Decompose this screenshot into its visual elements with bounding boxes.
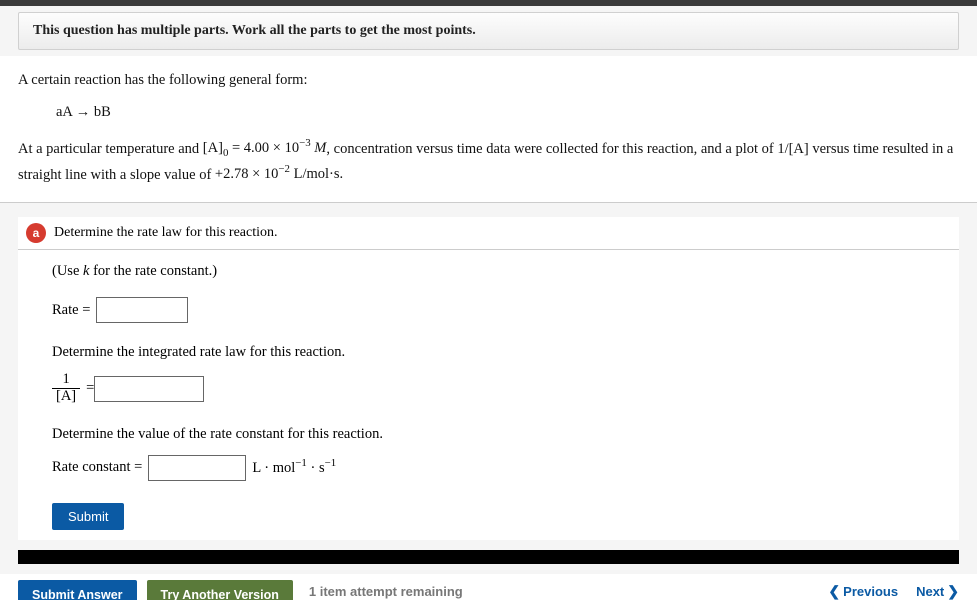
- a0-symbol: [A]0 = 4.00 × 10−3 M: [203, 140, 327, 156]
- part-a-header: a Determine the rate law for this reacti…: [18, 217, 959, 250]
- frac-num: 1: [58, 372, 73, 388]
- part-badge: a: [26, 223, 46, 243]
- rc-unit-exp2: −1: [325, 457, 337, 469]
- separator-bar: [18, 550, 959, 564]
- rate-constant-label: Rate constant =: [52, 456, 142, 479]
- banner-text: This question has multiple parts. Work a…: [33, 23, 476, 38]
- intro-mid: , concentration versus time data were co…: [326, 140, 777, 156]
- part-a-body: (Use k for the rate constant.) Rate = De…: [18, 250, 959, 539]
- submit-answer-button[interactable]: Submit Answer: [18, 580, 137, 600]
- submit-button[interactable]: Submit: [52, 503, 124, 530]
- slope-num: +2.78 × 10: [215, 166, 278, 182]
- rc-unit-exp1: −1: [295, 457, 307, 469]
- intro-line2: At a particular temperature and [A]0 = 4…: [18, 136, 959, 187]
- question-intro: A certain reaction has the following gen…: [0, 56, 977, 203]
- next-label: Next: [916, 584, 944, 599]
- top-bar: [0, 0, 977, 6]
- frac-den: [A]: [52, 388, 80, 405]
- slope-unit: L/mol·s.: [290, 166, 343, 182]
- a0-val: = 4.00 × 10: [228, 140, 299, 156]
- reaction-equation: aA → bB: [56, 102, 959, 124]
- frac-eq: =: [86, 377, 94, 400]
- integrated-row: 1 [A] =: [52, 372, 941, 405]
- slope-exp: −2: [278, 164, 290, 176]
- a0-unit: M: [311, 140, 327, 156]
- slope-value: +2.78 × 10−2 L/mol·s.: [215, 166, 343, 182]
- part-a: a Determine the rate law for this reacti…: [18, 217, 959, 539]
- plot-symbol: 1/[A]: [777, 140, 808, 156]
- rate-input[interactable]: [96, 297, 188, 323]
- a0-exp: −3: [299, 138, 311, 150]
- rc-unit-pre: L · mol: [252, 460, 295, 476]
- intro-line1: A certain reaction has the following gen…: [18, 70, 959, 92]
- next-link[interactable]: Next: [916, 583, 959, 600]
- rate-label: Rate =: [52, 299, 90, 322]
- intro-pre: At a particular temperature and: [18, 140, 203, 156]
- hint-pre: (Use: [52, 263, 83, 279]
- attempts-remaining: 1 item attempt remaining: [309, 584, 463, 599]
- rc-unit-mid: · s: [307, 460, 325, 476]
- integrated-input[interactable]: [94, 376, 204, 402]
- chevron-right-icon: [944, 583, 959, 600]
- chevron-left-icon: [828, 583, 843, 600]
- fraction-1-over-a: 1 [A]: [52, 372, 80, 405]
- a0-bracket: [A]: [203, 140, 223, 156]
- q2-text: Determine the integrated rate law for th…: [52, 341, 941, 364]
- try-another-version-button[interactable]: Try Another Version: [147, 580, 293, 600]
- hint-post: for the rate constant.): [89, 263, 217, 279]
- previous-label: Previous: [843, 584, 898, 599]
- part-a-title: Determine the rate law for this reaction…: [54, 225, 278, 241]
- rate-constant-input[interactable]: [148, 455, 246, 481]
- hint-text: (Use k for the rate constant.): [52, 260, 941, 283]
- rate-row: Rate =: [52, 297, 941, 323]
- rate-constant-row: Rate constant = L · mol−1 · s−1: [52, 455, 941, 481]
- instructions-banner: This question has multiple parts. Work a…: [18, 12, 959, 50]
- q3-text: Determine the value of the rate constant…: [52, 423, 941, 446]
- previous-link[interactable]: Previous: [828, 583, 898, 600]
- footer: Submit Answer Try Another Version 1 item…: [0, 574, 977, 600]
- rate-constant-unit: L · mol−1 · s−1: [252, 455, 336, 480]
